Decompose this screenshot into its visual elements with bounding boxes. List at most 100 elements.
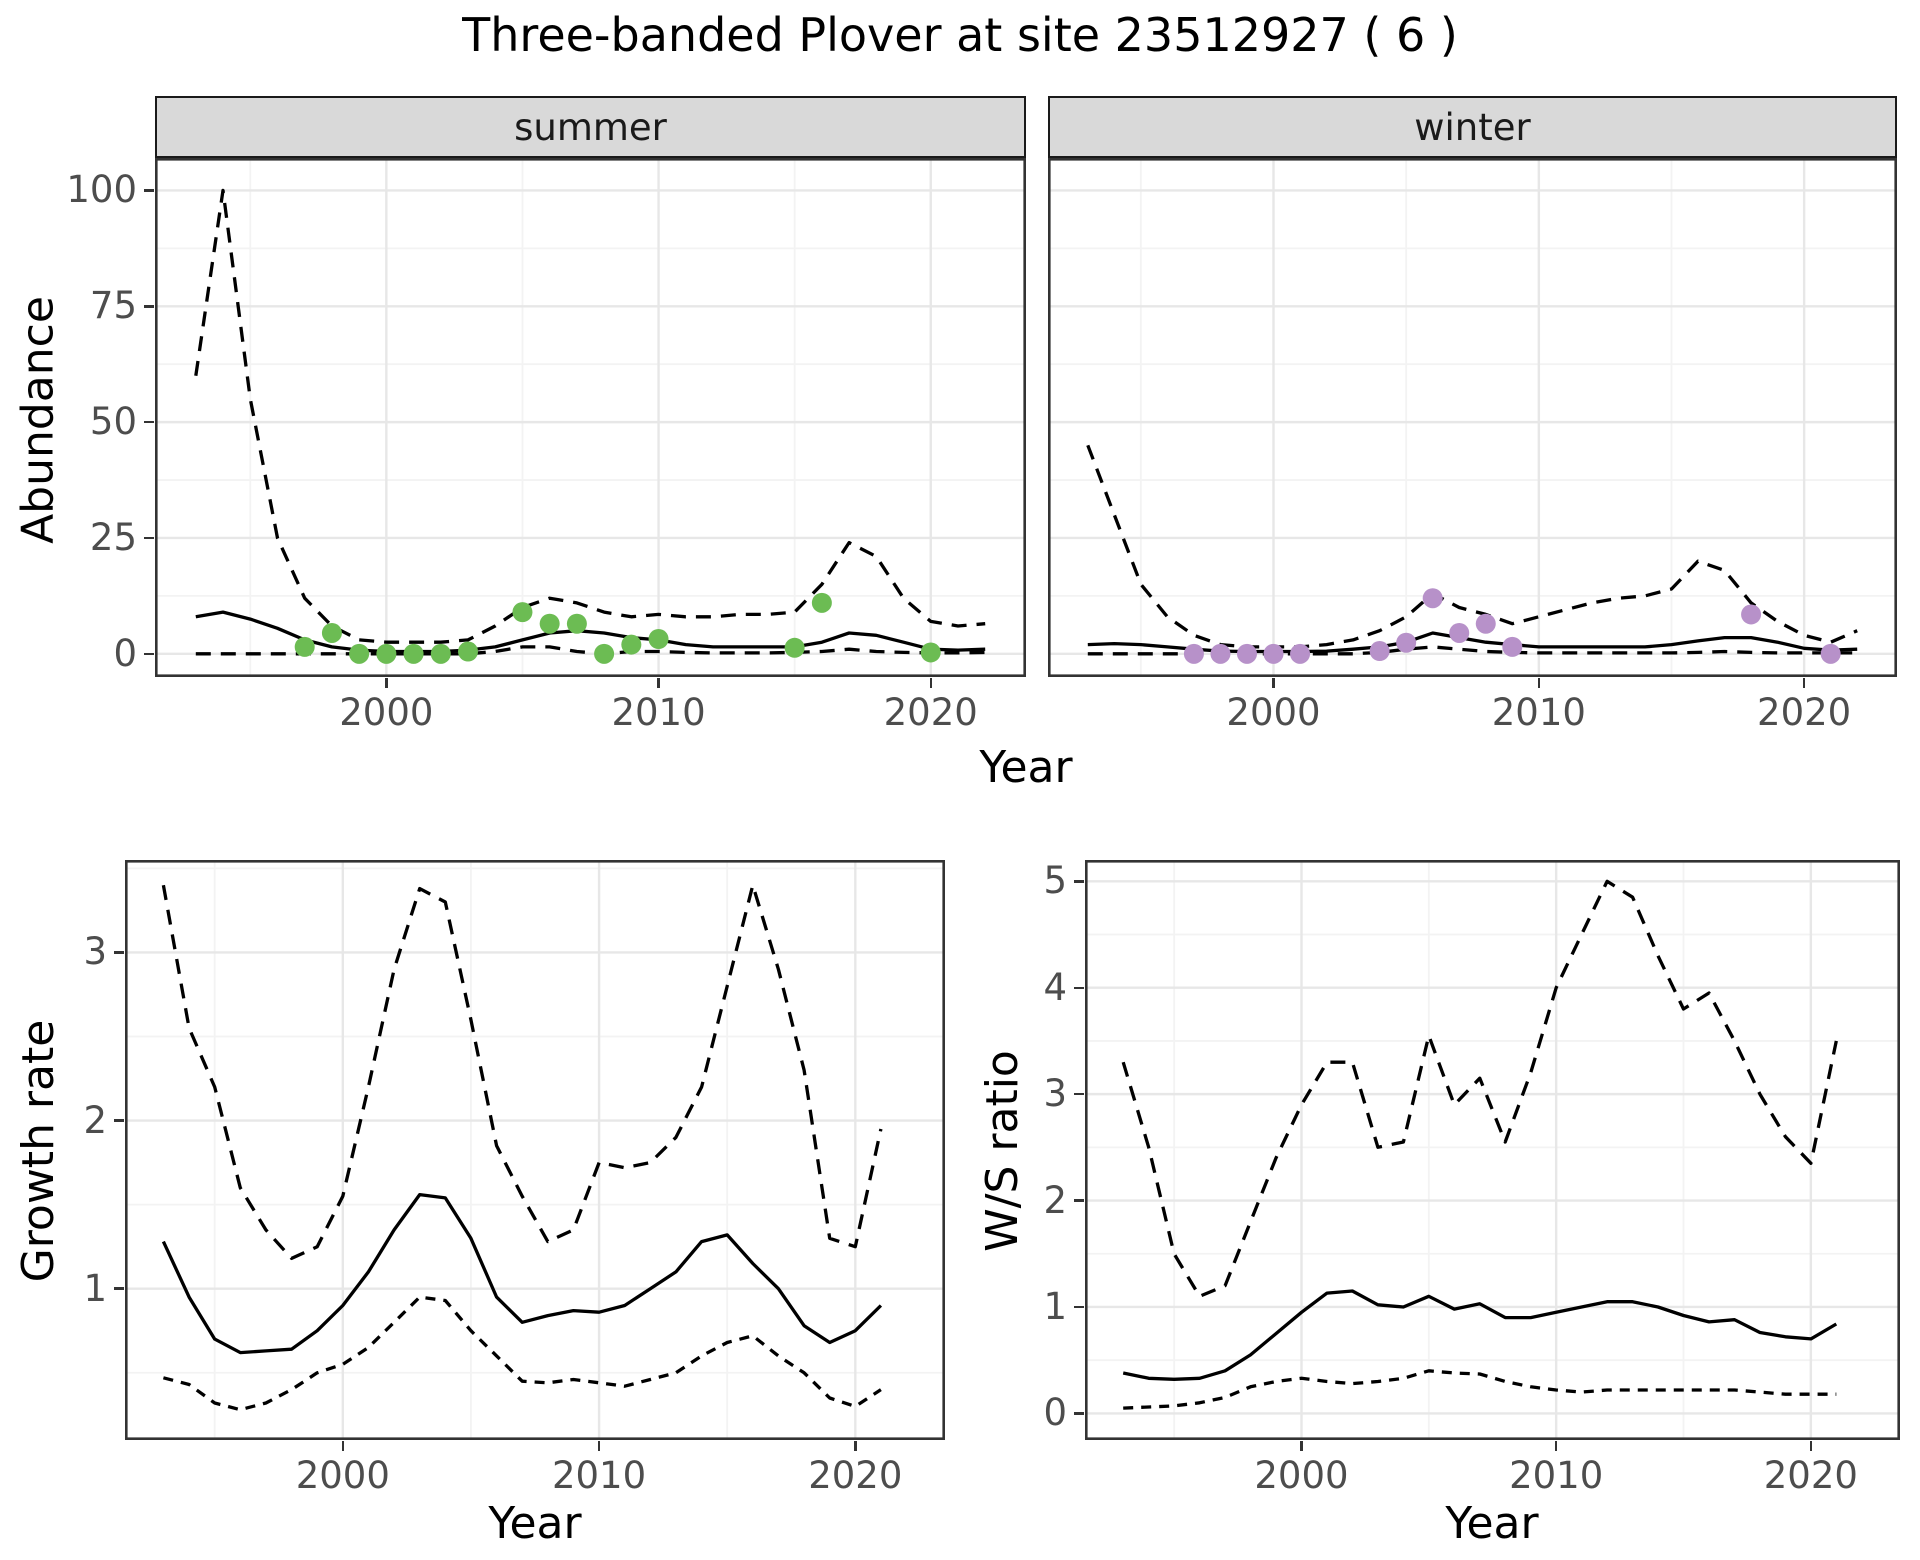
y-tick-label: 0 <box>1043 1391 1067 1435</box>
observed-winter-point <box>1741 604 1762 625</box>
median-line <box>195 610 986 654</box>
observed-winter-point <box>1422 588 1443 609</box>
x-tick-mark <box>1300 1441 1303 1451</box>
observed-summer-point <box>294 636 315 657</box>
facet-strip-summer-label: summer <box>514 105 667 149</box>
facet-strip-winter-label: winter <box>1414 105 1531 149</box>
upper-95ci-line <box>1121 879 1838 1298</box>
observed-winter-point <box>1183 643 1204 664</box>
panel-border <box>1048 158 1897 677</box>
lower-95ci-line <box>1123 1369 1837 1410</box>
observed-summer-point <box>539 613 560 634</box>
y-tick-mark <box>144 536 154 540</box>
observed-summer-point <box>376 643 397 664</box>
y-tick-mark <box>114 1119 124 1122</box>
y-tick-label: 1 <box>1043 1284 1067 1328</box>
y-tick-mark <box>114 951 124 954</box>
growth-rate-plot <box>125 860 945 1440</box>
x-tick-label: 2010 <box>551 1454 647 1497</box>
x-tick-label: 2020 <box>1763 1454 1858 1497</box>
x-tick-label: 2010 <box>1509 1454 1604 1497</box>
x-tick-label: 2000 <box>1254 1454 1349 1497</box>
y-tick-mark <box>1074 986 1084 989</box>
y-tick-mark <box>1074 1092 1084 1096</box>
observed-winter-point <box>1449 622 1470 643</box>
observed-winter-point <box>1263 643 1284 664</box>
observed-summer-point <box>512 602 533 623</box>
observed-winter-point <box>1369 641 1390 662</box>
observed-summer-point <box>648 629 669 650</box>
x-tick-mark <box>597 1441 601 1451</box>
ws-ratio-axis-title: W/S ratio <box>977 1050 1028 1252</box>
x-tick-label: 2020 <box>1757 691 1852 734</box>
y-tick-label: 100 <box>66 168 137 212</box>
x-tick-mark <box>1537 678 1541 688</box>
y-tick-label: 2 <box>83 1098 107 1142</box>
x-tick-label: 2000 <box>1226 691 1321 734</box>
observed-summer-point <box>784 637 805 658</box>
x-tick-label: 2020 <box>883 691 978 734</box>
x-tick-label: 2010 <box>1491 691 1586 734</box>
y-tick-label: 5 <box>1043 859 1067 903</box>
growth-year-axis-title: Year <box>488 1498 582 1549</box>
y-tick-mark <box>1074 880 1084 883</box>
x-tick-label: 2000 <box>295 1454 390 1497</box>
y-tick-mark <box>144 652 154 656</box>
lower-95ci-line <box>162 1295 882 1412</box>
observed-summer-point <box>349 643 370 664</box>
y-tick-mark <box>144 189 154 192</box>
observed-summer-point <box>811 592 832 613</box>
y-tick-mark <box>144 305 154 308</box>
y-tick-label: 3 <box>83 930 107 974</box>
x-tick-mark <box>854 1441 857 1451</box>
observed-winter-point <box>1502 636 1523 657</box>
winter-abundance-plot <box>1048 158 1897 677</box>
observed-winter-point <box>1396 632 1417 653</box>
facet-strip-winter: winter <box>1048 96 1897 158</box>
ws-year-axis-title: Year <box>1445 1498 1539 1549</box>
observed-summer-point <box>458 641 479 662</box>
x-tick-mark <box>1554 1441 1558 1451</box>
y-tick-label: 0 <box>113 631 137 675</box>
observed-summer-point <box>403 643 424 664</box>
ws-ratio-plot <box>1085 860 1900 1440</box>
y-tick-label: 25 <box>89 515 137 559</box>
y-tick-label: 50 <box>89 400 137 444</box>
observed-summer-point <box>920 642 941 663</box>
observed-summer-point <box>566 613 587 634</box>
x-tick-mark <box>1809 1441 1813 1451</box>
y-tick-mark <box>144 420 154 424</box>
facet-strip-summer: summer <box>155 96 1026 158</box>
observed-winter-point <box>1290 643 1311 664</box>
panel-border <box>125 860 945 1440</box>
y-tick-mark <box>114 1287 124 1290</box>
x-tick-mark <box>341 1441 345 1451</box>
summer-abundance-plot <box>155 158 1026 677</box>
y-tick-label: 4 <box>1043 965 1067 1009</box>
y-tick-label: 2 <box>1043 1178 1067 1222</box>
y-tick-mark <box>1074 1199 1084 1202</box>
observed-summer-point <box>430 643 451 664</box>
panel-border <box>155 158 1026 677</box>
observed-winter-point <box>1236 643 1257 664</box>
y-tick-mark <box>1074 1305 1084 1309</box>
x-tick-label: 2010 <box>611 691 706 734</box>
x-tick-mark <box>929 678 933 688</box>
median-line <box>1122 1289 1838 1381</box>
y-tick-label: 3 <box>1043 1072 1067 1116</box>
panel-border <box>1085 860 1900 1440</box>
x-tick-mark <box>1272 678 1275 688</box>
observed-winter-point <box>1210 643 1231 664</box>
observed-summer-point <box>321 622 342 643</box>
upper-95ci-line <box>161 883 883 1261</box>
observed-winter-point <box>1820 643 1841 664</box>
y-tick-label: 75 <box>89 284 137 328</box>
x-tick-label: 2000 <box>339 691 434 734</box>
top-year-axis-title: Year <box>979 742 1073 793</box>
y-tick-mark <box>1074 1412 1084 1415</box>
chart-title: Three-banded Plover at site 23512927 ( 6… <box>462 8 1458 62</box>
x-tick-mark <box>1802 678 1806 688</box>
x-tick-mark <box>657 678 660 688</box>
upper-95ci-line <box>194 188 986 644</box>
